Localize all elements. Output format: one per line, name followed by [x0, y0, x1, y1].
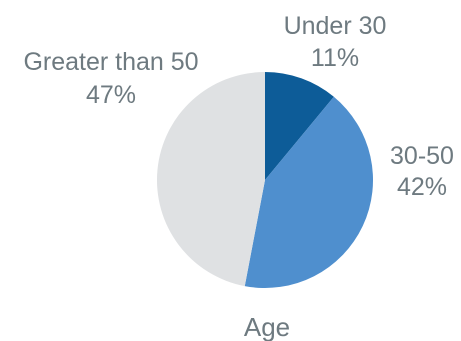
pie-slices [156, 71, 374, 289]
slice-name-30-50: 30-50 [390, 142, 454, 170]
slice-label-30-50: 30-50 42% [390, 142, 454, 201]
slice-name-under-30: Under 30 [284, 12, 387, 40]
slice-value-30-50: 42% [397, 173, 447, 201]
chart-title: Age [244, 312, 290, 341]
slice-name-greater-than-50: Greater than 50 [23, 48, 198, 76]
slice-label-under-30: Under 30 11% [284, 12, 387, 72]
pie-slice-under-30 [265, 71, 334, 180]
pie-slice-30-50 [244, 96, 374, 289]
slice-value-greater-than-50: 47% [86, 81, 136, 109]
slice-value-under-30: 11% [311, 44, 359, 72]
slice-label-greater-than-50: Greater than 50 47% [23, 48, 198, 109]
pie-slice-greater-than-50 [156, 71, 265, 287]
